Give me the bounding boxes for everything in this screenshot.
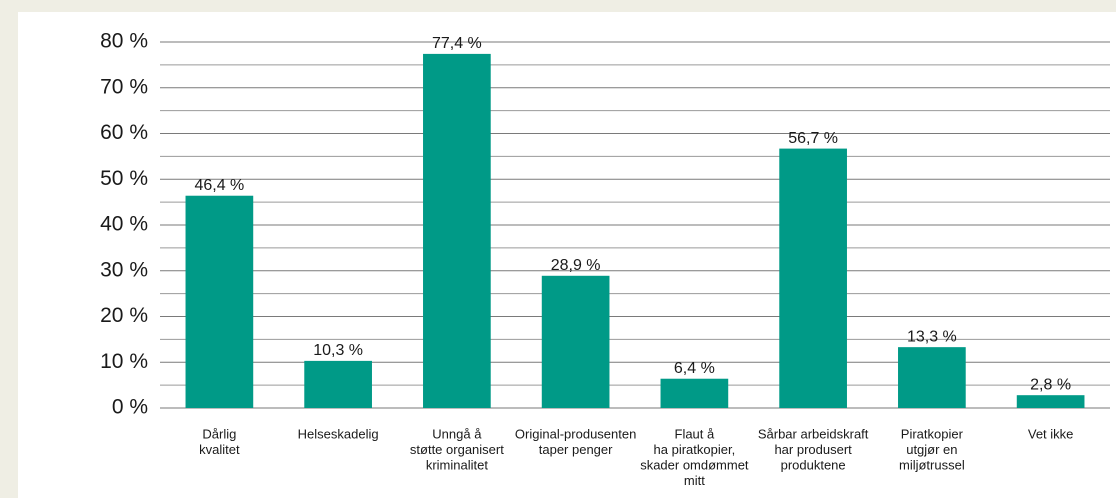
bar: [304, 360, 372, 408]
x-tick-label: støtte organisert: [410, 442, 504, 457]
x-tick-label: kriminalitet: [426, 457, 489, 472]
bar: [541, 275, 610, 408]
bar: [660, 378, 729, 408]
y-tick-label: 70 %: [100, 75, 148, 98]
x-tick-label: mitt: [684, 473, 705, 488]
value-label: 6,4 %: [674, 360, 715, 377]
y-tick-label: 30 %: [100, 258, 148, 281]
x-tick-label: Original-produsenten: [515, 426, 636, 441]
x-tick-label: Flaut å: [675, 426, 716, 441]
value-label: 28,9 %: [551, 257, 601, 274]
x-tick-label: miljøtrussel: [899, 457, 965, 472]
y-tick-label: 10 %: [100, 350, 148, 373]
y-tick-label: 0 %: [112, 396, 148, 419]
value-label: 10,3 %: [313, 342, 363, 359]
x-tick-label: Sårbar arbeidskraft: [758, 426, 869, 441]
x-tick-label: kvalitet: [199, 442, 240, 457]
x-tick-label: har produsert: [774, 442, 852, 457]
x-tick-label: ha piratkopier,: [654, 442, 736, 457]
value-label: 2,8 %: [1030, 376, 1071, 393]
y-tick-label: 60 %: [100, 121, 148, 144]
x-tick-label: Piratkopier: [901, 426, 964, 441]
bar: [1016, 395, 1085, 408]
value-label: 77,4 %: [432, 35, 482, 52]
value-label: 56,7 %: [788, 130, 838, 147]
bar: [898, 347, 966, 408]
y-tick-label: 40 %: [100, 213, 148, 236]
value-label: 13,3 %: [907, 328, 957, 345]
bar: [185, 195, 254, 408]
y-tick-label: 50 %: [100, 167, 148, 190]
x-tick-label: Vet ikke: [1028, 426, 1074, 441]
x-tick-label: taper penger: [539, 442, 613, 457]
x-tick-label: Dårlig: [202, 426, 236, 441]
y-tick-label: 80 %: [100, 30, 148, 53]
panel: [18, 12, 1116, 498]
x-tick-label: Helseskadelig: [298, 426, 379, 441]
bar: [423, 53, 491, 409]
y-tick-label: 20 %: [100, 304, 148, 327]
value-label: 46,4 %: [194, 177, 244, 194]
x-tick-label: produktene: [781, 457, 846, 472]
x-tick-label: utgjør en: [906, 442, 957, 457]
bar: [779, 148, 847, 408]
x-tick-label: skader omdømmet: [640, 457, 749, 472]
x-tick-label: Unngå å: [432, 426, 482, 441]
